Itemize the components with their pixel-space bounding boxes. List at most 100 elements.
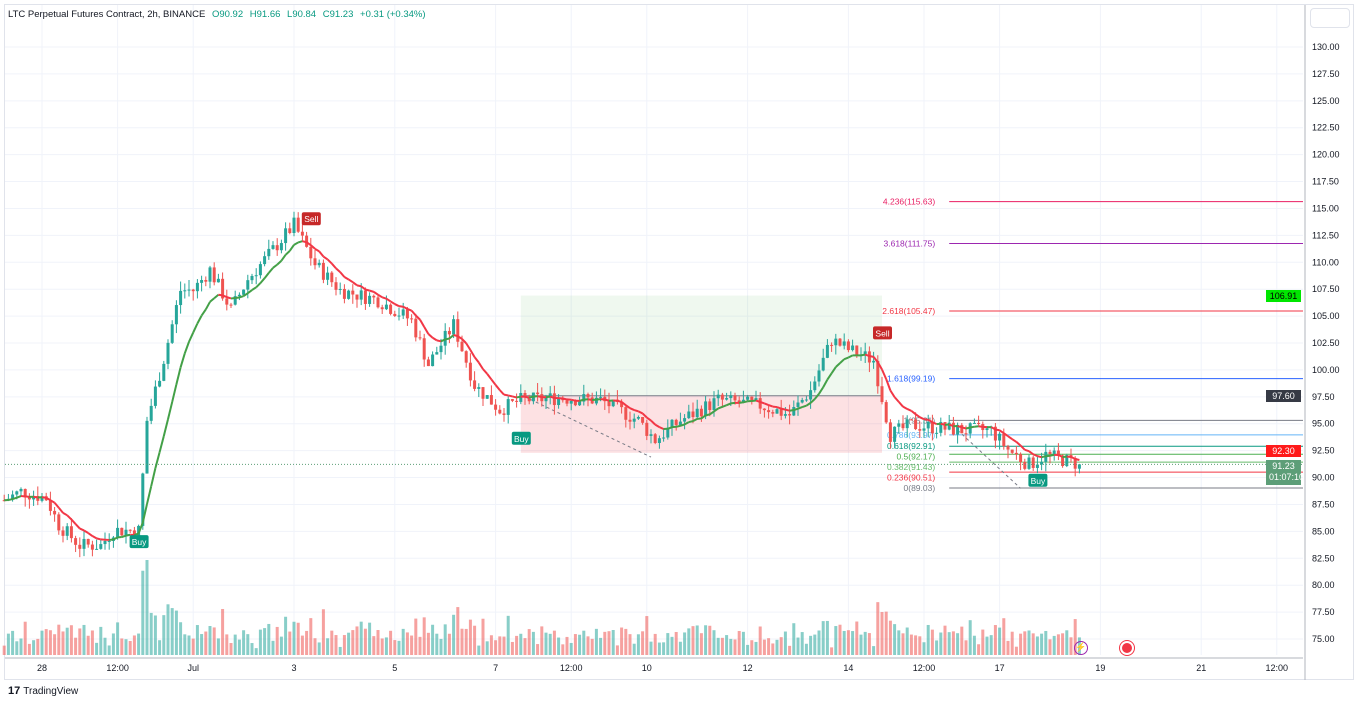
- moving-average-segment: [134, 532, 139, 537]
- candle-body: [414, 318, 418, 338]
- volume-bar: [926, 624, 930, 655]
- volume-bar: [183, 634, 187, 655]
- candle-body: [552, 393, 556, 406]
- moving-average-segment: [881, 369, 888, 380]
- volume-bar: [901, 633, 905, 655]
- volume-bar: [447, 633, 451, 655]
- moving-average-segment: [789, 409, 794, 412]
- volume-bar: [275, 626, 279, 655]
- candle-body: [758, 398, 762, 409]
- volume-bar: [880, 611, 884, 655]
- volume-bar: [103, 637, 107, 655]
- moving-average-segment: [537, 395, 543, 399]
- moving-average-segment: [222, 294, 228, 299]
- candle-body: [846, 341, 850, 351]
- moving-average-segment: [356, 284, 362, 288]
- moving-average-segment: [931, 421, 938, 426]
- moving-average-segment: [755, 399, 761, 403]
- candle-body: [300, 231, 304, 236]
- candle-body: [36, 495, 40, 501]
- volume-bar: [687, 628, 691, 655]
- brand-name[interactable]: TradingView: [23, 685, 79, 697]
- moving-average-segment: [251, 286, 257, 291]
- volume-bar: [1027, 630, 1031, 655]
- moving-average-segment: [524, 395, 530, 399]
- candle-body: [775, 409, 779, 414]
- moving-average-segment: [53, 502, 60, 509]
- volume-bar: [573, 634, 577, 655]
- volume-bar: [809, 635, 813, 655]
- lightning-icon[interactable]: ⚡: [1074, 641, 1088, 655]
- candle-body: [922, 428, 926, 431]
- candle-body: [624, 407, 628, 420]
- moving-average-segment: [990, 426, 996, 431]
- signal-badge: [301, 212, 321, 226]
- moving-average-segment: [965, 426, 971, 430]
- candle-body: [376, 297, 380, 308]
- moving-average-segment: [995, 428, 1000, 432]
- signal-label: Buy: [514, 434, 529, 444]
- candle-body: [338, 288, 342, 290]
- signal-label: Buy: [1031, 476, 1046, 486]
- candle-body: [191, 289, 195, 292]
- volume-bar: [74, 637, 78, 655]
- moving-average-segment: [486, 373, 493, 381]
- moving-average-segment: [70, 518, 77, 525]
- moving-average-segment: [16, 495, 22, 499]
- volume-bar: [145, 560, 149, 655]
- moving-average-segment: [516, 395, 521, 399]
- x-tick-label: 14: [843, 663, 853, 673]
- y-tick-label: 87.50: [1312, 499, 1335, 509]
- volume-bar: [935, 640, 939, 655]
- volume-bar: [456, 607, 460, 655]
- signal-badge: [129, 535, 149, 549]
- volume-bar: [872, 646, 876, 655]
- y-tick-label: 92.50: [1312, 446, 1335, 456]
- us-flag-icon[interactable]: [1120, 641, 1134, 655]
- moving-average-segment: [876, 361, 883, 370]
- moving-average-segment: [154, 451, 161, 469]
- y-tick-label: 115.00: [1312, 203, 1339, 213]
- candle-body: [153, 386, 157, 406]
- signal-buy-marker: Buy: [129, 535, 149, 549]
- moving-average-segment: [1007, 435, 1013, 441]
- moving-average-segment: [335, 267, 341, 273]
- moving-average-segment: [200, 308, 207, 317]
- candle-body: [422, 338, 426, 360]
- volume-bar: [502, 636, 506, 655]
- candle-body: [204, 280, 208, 282]
- scale-settings-box[interactable]: [1310, 8, 1350, 28]
- moving-average-segment: [188, 332, 195, 343]
- candle-body: [813, 381, 817, 391]
- candle-body: [275, 245, 279, 251]
- y-tick-label: 100.00: [1312, 365, 1340, 375]
- volume-bar: [225, 634, 229, 655]
- moving-average-segment: [293, 241, 299, 246]
- x-tick-label: 12:00: [106, 663, 129, 673]
- stop-price-label: 92.30: [1266, 445, 1301, 457]
- candle-body: [699, 408, 703, 417]
- volume-bar: [426, 632, 430, 655]
- candle-body: [872, 360, 876, 363]
- volume-bar: [783, 631, 787, 655]
- moving-average-segment: [461, 338, 467, 344]
- candle-body: [221, 278, 225, 299]
- moving-average-segment: [818, 386, 825, 395]
- moving-average-segment: [167, 401, 174, 420]
- symbol-title[interactable]: LTC Perpetual Futures Contract, 2h, BINA…: [8, 9, 206, 20]
- volume-bar: [254, 648, 258, 655]
- candle-body: [1052, 450, 1056, 454]
- volume-bar: [410, 635, 414, 655]
- volume-bar: [1044, 630, 1048, 655]
- candle-body: [909, 419, 913, 421]
- candle-body: [489, 395, 493, 405]
- moving-average-segment: [12, 496, 18, 500]
- moving-average-segment: [847, 354, 854, 359]
- moving-average-segment: [91, 535, 98, 540]
- moving-average-segment: [436, 339, 442, 343]
- moving-average-segment: [793, 407, 799, 411]
- candle-body: [573, 400, 577, 406]
- candle-body: [695, 408, 699, 418]
- volume-bar: [586, 636, 590, 655]
